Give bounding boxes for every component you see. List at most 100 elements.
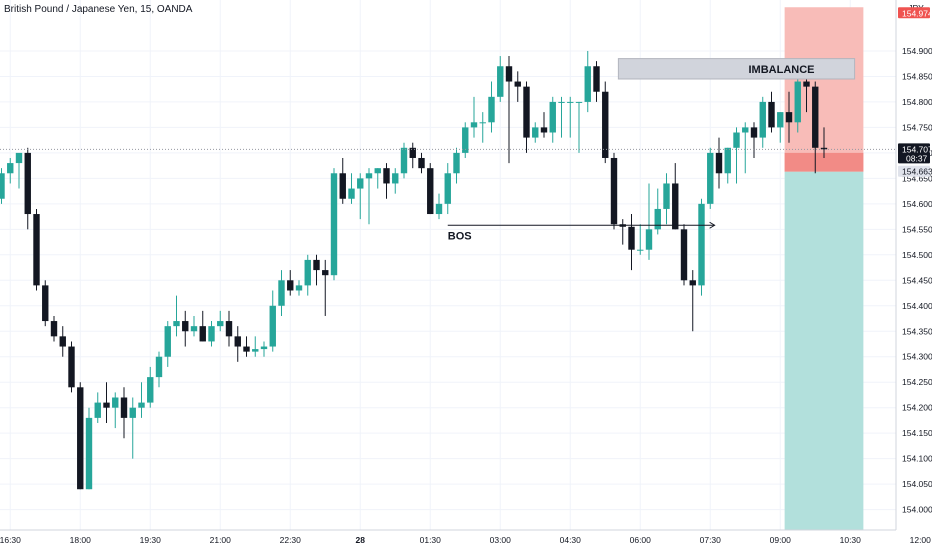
candle-body (777, 112, 784, 128)
candle-body (409, 147, 416, 158)
candle-body (147, 377, 154, 403)
candle-body (707, 152, 714, 204)
candle-body (567, 101, 574, 103)
candle-body (628, 226, 635, 250)
y-tick-label: 154.300 (902, 352, 932, 362)
candle-body (759, 101, 766, 138)
candle-body (488, 96, 495, 123)
entry-price-badge-bg (898, 165, 930, 177)
candle-body (715, 152, 723, 174)
candle-body (68, 346, 75, 388)
candle-body (803, 81, 810, 87)
candle-body (269, 305, 276, 347)
candle-body (575, 101, 583, 103)
candle-body (812, 86, 819, 148)
y-tick-label: 154.450 (902, 275, 932, 285)
candle-body (129, 407, 136, 418)
candle-body (243, 346, 250, 352)
stop-price-badge: 154.974 (902, 8, 932, 18)
candle-body (497, 66, 504, 97)
stop-loss-active-zone (784, 152, 864, 172)
y-tick-label: 154.100 (902, 454, 932, 464)
candle-body (383, 168, 390, 184)
chart-title: British Pound / Japanese Yen, 15, OANDA (4, 4, 193, 15)
candle-body (724, 147, 731, 174)
candle-body (42, 285, 49, 322)
x-tick-label: 22:30 (280, 535, 302, 545)
candle-body (645, 229, 653, 250)
candle-body (453, 152, 460, 174)
candle-body (217, 321, 224, 327)
y-tick-label: 154.250 (902, 377, 932, 387)
candle-body (400, 147, 408, 174)
current-price-badge: 154.707 (902, 144, 932, 154)
x-tick-label: 12:00 (910, 535, 932, 545)
x-tick-label: 06:00 (630, 535, 652, 545)
candle-body (112, 397, 119, 408)
y-tick-label: 154.350 (902, 326, 932, 336)
y-tick-label: 154.050 (902, 479, 932, 489)
candle-body (427, 168, 434, 215)
candle-body (94, 402, 101, 418)
candle-body (785, 112, 793, 123)
y-tick-label: 154.800 (902, 97, 932, 107)
candle-body (742, 127, 749, 133)
candle-body (234, 336, 241, 347)
candle-body (768, 101, 775, 128)
candle-body (199, 326, 206, 342)
candle-body (514, 81, 521, 87)
grid (0, 0, 921, 530)
candle-body (0, 173, 5, 199)
candle-body (663, 183, 670, 209)
bos-arrowhead (709, 221, 716, 229)
candle-body (733, 132, 740, 148)
candle-body (672, 183, 679, 230)
candle-body (610, 157, 618, 225)
candle-body (584, 66, 591, 102)
candle-body (252, 349, 259, 352)
x-tick-label: 28 (356, 535, 366, 545)
x-tick-label: 19:30 (140, 535, 162, 545)
candle-body (558, 101, 565, 103)
candle-body (532, 127, 539, 138)
candle-body (278, 280, 285, 306)
y-tick-label: 154.850 (902, 71, 932, 81)
candle-body (540, 127, 548, 133)
candle-body (260, 346, 268, 350)
x-tick-label: 07:30 (700, 535, 722, 545)
imbalance-label: IMBALANCE (749, 64, 815, 76)
candle-body (138, 402, 145, 408)
current-price-badge-bg (898, 143, 930, 164)
candle-body (77, 387, 84, 490)
candle-body (164, 326, 171, 357)
x-tick-label: 03:00 (490, 535, 512, 545)
y-tick-label: 154.000 (902, 505, 932, 515)
candle-body (418, 157, 425, 169)
candle-body (287, 280, 294, 291)
candle-body (33, 214, 40, 286)
candle-body (7, 163, 14, 174)
candle-body (794, 81, 801, 123)
x-tick-label: 04:30 (560, 535, 582, 545)
candle-body (322, 270, 329, 276)
candle-body (444, 173, 451, 204)
candle-body (680, 229, 688, 281)
candle-body (374, 168, 381, 174)
candle-body (365, 173, 373, 179)
candle-body (505, 66, 513, 82)
y-tick-label: 154.900 (902, 46, 932, 56)
current-price-badge-countdown: 08:37 (906, 153, 928, 163)
imbalance-box (617, 58, 856, 80)
x-tick-label: 10:30 (840, 535, 862, 545)
candle-body (85, 417, 93, 490)
annotations: IMBALANCE BOS (0, 58, 896, 242)
time-axis-background (0, 530, 932, 550)
candle-body (225, 321, 233, 337)
y-tick-label: 154.550 (902, 224, 932, 234)
y-tick-label: 154.500 (902, 250, 932, 260)
y-tick-label: 154.750 (902, 122, 932, 132)
candle-body (637, 249, 644, 251)
candle-body (348, 188, 355, 199)
candle-body (330, 173, 338, 276)
